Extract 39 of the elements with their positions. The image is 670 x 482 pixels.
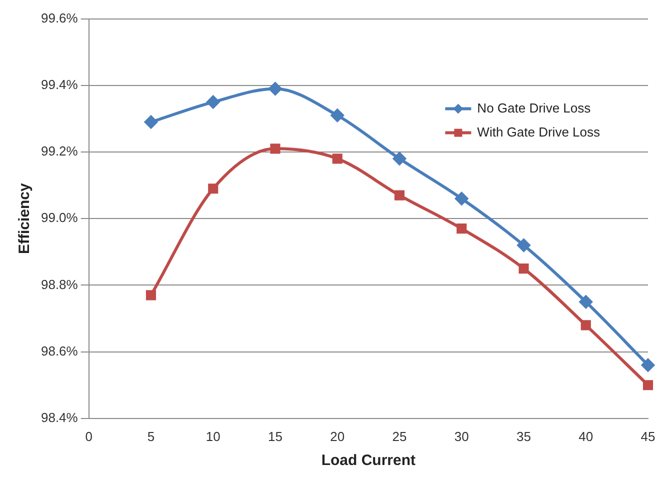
x-tick-label: 30 bbox=[454, 428, 469, 444]
y-tick-label: 99.6% bbox=[40, 10, 78, 26]
y-tick-label: 99.0% bbox=[40, 210, 78, 226]
point bbox=[580, 320, 591, 330]
x-tick-label: 0 bbox=[85, 428, 92, 444]
x-tick-label: 25 bbox=[392, 428, 407, 444]
point bbox=[456, 224, 467, 234]
point bbox=[332, 154, 342, 164]
x-tick-label: 40 bbox=[578, 428, 594, 444]
legend-label: With Gate Drive Loss bbox=[477, 124, 600, 140]
point bbox=[208, 184, 218, 194]
x-tick-label: 45 bbox=[640, 428, 656, 444]
point bbox=[642, 358, 654, 372]
y-axis-title: Efficiency bbox=[16, 182, 34, 254]
x-axis-title: Load Current bbox=[321, 452, 416, 470]
y-tick-label: 98.8% bbox=[40, 276, 78, 292]
point bbox=[268, 82, 282, 96]
point bbox=[517, 238, 530, 252]
y-tick-label: 99.2% bbox=[40, 144, 78, 159]
point bbox=[206, 96, 220, 109]
x-tick-label: 20 bbox=[330, 428, 345, 444]
y-tick-label: 98.4% bbox=[40, 410, 78, 425]
x-tick-label: 5 bbox=[147, 428, 155, 444]
point bbox=[330, 108, 344, 122]
point bbox=[144, 116, 158, 129]
point bbox=[518, 264, 529, 274]
point bbox=[642, 380, 654, 390]
point bbox=[270, 144, 280, 154]
point bbox=[455, 192, 468, 206]
y-tick-label: 99.4% bbox=[40, 76, 78, 92]
x-tick-label: 35 bbox=[516, 428, 531, 444]
point bbox=[146, 290, 156, 300]
point bbox=[392, 152, 406, 166]
y-tick-label: 98.6% bbox=[40, 343, 78, 358]
x-tick-label: 10 bbox=[206, 428, 220, 444]
point bbox=[579, 295, 592, 308]
x-tick-label: 15 bbox=[268, 428, 282, 444]
point bbox=[394, 190, 405, 200]
legend-label: No Gate Drive Loss bbox=[477, 100, 592, 116]
